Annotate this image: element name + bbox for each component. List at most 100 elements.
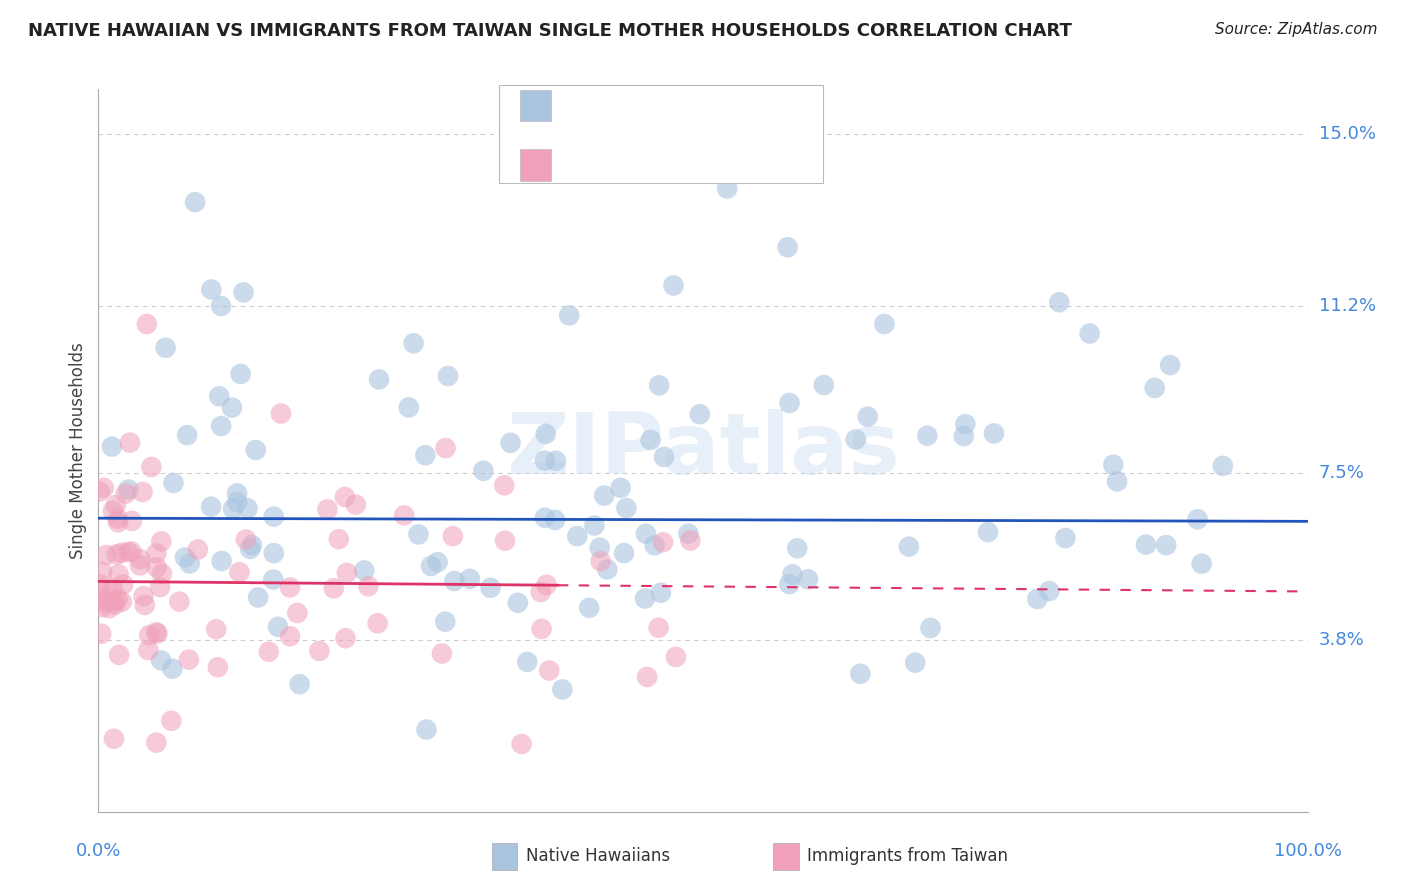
Point	[263, 546, 285, 560]
Text: 0.0%: 0.0%	[76, 842, 121, 860]
Point	[145, 546, 167, 560]
Point	[138, 628, 160, 642]
Point	[112, 577, 135, 591]
Text: 7.5%: 7.5%	[1319, 464, 1365, 482]
Point	[235, 533, 257, 547]
Point	[263, 509, 285, 524]
Point	[530, 585, 553, 599]
Point	[145, 625, 167, 640]
Point	[226, 486, 249, 500]
Point	[678, 526, 700, 541]
Point	[91, 600, 114, 615]
Point	[104, 598, 127, 612]
Point	[103, 594, 125, 608]
Point	[129, 552, 152, 566]
Point	[634, 591, 657, 606]
Text: N =: N =	[668, 156, 707, 174]
Point	[558, 309, 581, 323]
Point	[613, 546, 636, 560]
Point	[415, 723, 437, 737]
Point	[308, 644, 330, 658]
Point	[129, 558, 152, 573]
Point	[240, 538, 263, 552]
Point	[392, 508, 415, 523]
Text: 100.0%: 100.0%	[1274, 842, 1341, 860]
Point	[107, 511, 129, 525]
Text: Source: ZipAtlas.com: Source: ZipAtlas.com	[1215, 22, 1378, 37]
Point	[145, 560, 167, 574]
Point	[534, 510, 557, 524]
Point	[262, 573, 284, 587]
Point	[149, 580, 172, 594]
Point	[187, 542, 209, 557]
Point	[221, 401, 243, 415]
Point	[108, 648, 131, 662]
Point	[184, 195, 207, 210]
Point	[1191, 557, 1213, 571]
Point	[228, 566, 250, 580]
Point	[177, 652, 200, 666]
Point	[278, 581, 301, 595]
Point	[1212, 458, 1234, 473]
Point	[98, 601, 121, 615]
Text: 3.8%: 3.8%	[1319, 632, 1364, 649]
Point	[1187, 512, 1209, 526]
Point	[1038, 584, 1060, 599]
Point	[538, 664, 561, 678]
Point	[634, 526, 657, 541]
Point	[426, 555, 449, 569]
Point	[955, 417, 977, 431]
Point	[103, 731, 125, 746]
Point	[96, 595, 118, 609]
Point	[208, 389, 231, 403]
Point	[270, 407, 292, 421]
Point	[536, 578, 558, 592]
Point	[596, 562, 619, 576]
Point	[516, 655, 538, 669]
Point	[977, 525, 1000, 540]
Point	[1107, 475, 1129, 489]
Point	[117, 483, 139, 497]
Point	[1078, 326, 1101, 341]
Point	[146, 626, 169, 640]
Point	[132, 589, 155, 603]
Point	[614, 501, 637, 516]
Point	[288, 677, 311, 691]
Point	[510, 737, 533, 751]
Point	[336, 566, 359, 580]
Point	[904, 656, 927, 670]
Text: R =: R =	[560, 156, 599, 174]
Point	[236, 501, 259, 516]
Point	[200, 283, 222, 297]
Point	[90, 626, 112, 640]
Point	[107, 516, 129, 530]
Point	[207, 660, 229, 674]
Point	[150, 566, 173, 581]
Point	[472, 464, 495, 478]
Point	[104, 498, 127, 512]
Point	[209, 299, 232, 313]
Point	[150, 653, 173, 667]
Point	[94, 548, 117, 562]
Point	[849, 666, 872, 681]
Y-axis label: Single Mother Households: Single Mother Households	[69, 343, 87, 558]
Point	[278, 629, 301, 643]
Point	[111, 595, 134, 609]
Point	[367, 616, 389, 631]
Point	[609, 481, 631, 495]
Point	[257, 645, 280, 659]
Point	[648, 378, 671, 392]
Point	[134, 598, 156, 612]
Point	[357, 579, 380, 593]
Point	[786, 541, 808, 556]
Point	[141, 460, 163, 475]
Point	[162, 475, 184, 490]
Point	[229, 367, 252, 381]
Point	[89, 484, 111, 499]
Point	[145, 736, 167, 750]
Point	[353, 563, 375, 577]
Point	[544, 454, 567, 468]
Point	[135, 317, 157, 331]
Point	[897, 540, 920, 554]
Point	[398, 401, 420, 415]
